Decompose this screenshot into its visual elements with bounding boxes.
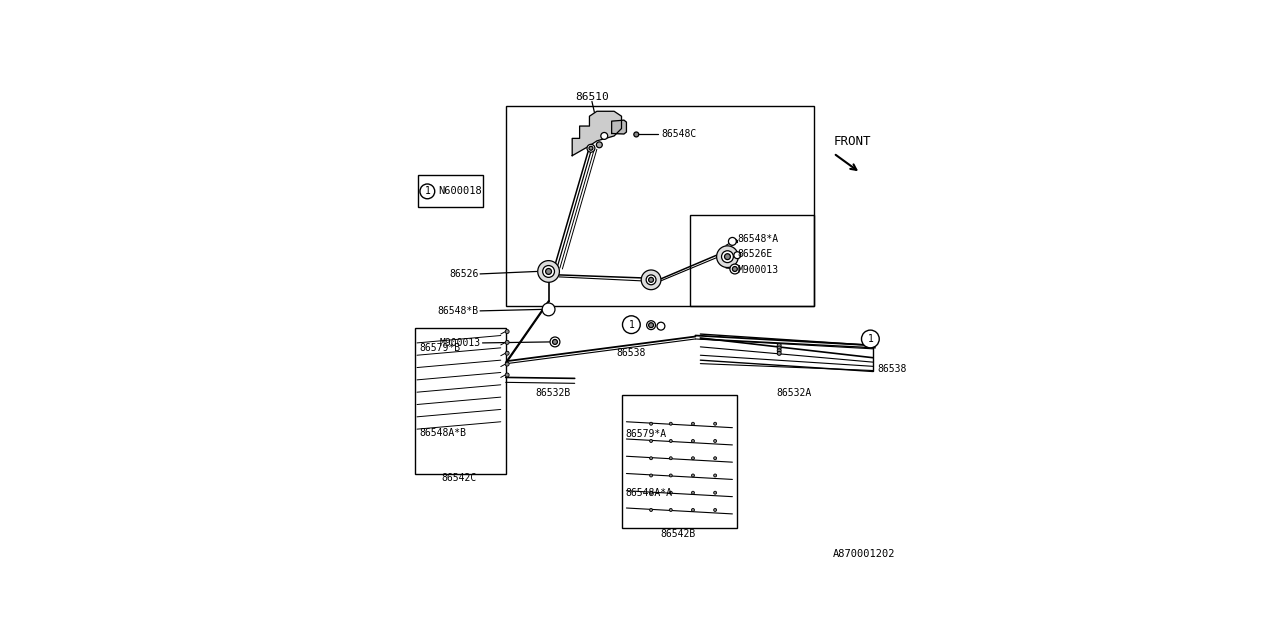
Circle shape	[714, 457, 717, 460]
Circle shape	[600, 132, 608, 140]
Bar	[506, 106, 814, 306]
Text: 1: 1	[425, 186, 430, 196]
Bar	[415, 328, 506, 474]
Circle shape	[420, 184, 435, 199]
Circle shape	[777, 351, 781, 355]
Circle shape	[691, 440, 695, 442]
Circle shape	[691, 492, 695, 494]
Circle shape	[669, 509, 672, 511]
Circle shape	[732, 266, 737, 271]
Circle shape	[506, 362, 509, 366]
Circle shape	[649, 457, 653, 460]
Circle shape	[506, 351, 509, 355]
Text: N600018: N600018	[438, 186, 483, 196]
Circle shape	[506, 373, 509, 377]
Text: 86548*B: 86548*B	[438, 306, 479, 316]
Circle shape	[553, 339, 558, 344]
Circle shape	[722, 251, 733, 262]
Circle shape	[669, 474, 672, 477]
Text: 86538: 86538	[617, 348, 646, 358]
Circle shape	[634, 132, 639, 137]
Circle shape	[777, 346, 781, 350]
Circle shape	[506, 330, 509, 333]
Text: 86542B: 86542B	[660, 529, 696, 539]
Circle shape	[728, 237, 736, 245]
Text: 86510: 86510	[575, 92, 609, 102]
Text: 86526: 86526	[449, 269, 479, 279]
Text: 86542C: 86542C	[442, 474, 476, 483]
Text: 1: 1	[628, 319, 635, 330]
Text: 86548A*A: 86548A*A	[626, 488, 672, 498]
Circle shape	[649, 440, 653, 442]
Circle shape	[714, 440, 717, 442]
Circle shape	[691, 457, 695, 460]
Text: 86548*A: 86548*A	[737, 234, 778, 244]
Text: M900013: M900013	[737, 265, 778, 275]
Text: 86579*A: 86579*A	[626, 429, 667, 439]
Circle shape	[628, 322, 635, 328]
Circle shape	[714, 492, 717, 494]
Circle shape	[646, 321, 655, 330]
Text: 86579*B: 86579*B	[420, 343, 461, 353]
Circle shape	[714, 474, 717, 477]
Circle shape	[714, 422, 717, 425]
Circle shape	[596, 142, 603, 148]
Circle shape	[714, 509, 717, 511]
Polygon shape	[612, 120, 626, 134]
Circle shape	[724, 253, 731, 260]
Circle shape	[669, 422, 672, 425]
Circle shape	[543, 266, 554, 277]
Circle shape	[669, 492, 672, 494]
Circle shape	[641, 270, 660, 290]
Polygon shape	[572, 111, 622, 156]
Circle shape	[649, 277, 654, 282]
Text: 1: 1	[868, 334, 873, 344]
Bar	[419, 175, 483, 207]
Text: 86526E: 86526E	[737, 249, 773, 259]
Circle shape	[649, 422, 653, 425]
Bar	[690, 215, 814, 306]
Text: FRONT: FRONT	[833, 135, 870, 148]
Circle shape	[864, 333, 877, 346]
Circle shape	[733, 252, 741, 259]
Circle shape	[622, 316, 640, 333]
Circle shape	[649, 509, 653, 511]
Circle shape	[550, 337, 559, 347]
Circle shape	[588, 144, 595, 152]
Circle shape	[649, 474, 653, 477]
Circle shape	[777, 349, 781, 353]
Circle shape	[657, 322, 664, 330]
Text: A870001202: A870001202	[832, 548, 895, 559]
Circle shape	[868, 336, 873, 342]
Circle shape	[669, 457, 672, 460]
Circle shape	[538, 260, 559, 282]
Circle shape	[691, 474, 695, 477]
Circle shape	[625, 318, 637, 331]
Circle shape	[717, 246, 739, 268]
Text: 86532A: 86532A	[777, 388, 812, 398]
Circle shape	[649, 323, 654, 328]
Circle shape	[543, 303, 556, 316]
Text: M900013: M900013	[440, 338, 481, 348]
Circle shape	[730, 264, 740, 274]
Circle shape	[691, 422, 695, 425]
Text: 86548C: 86548C	[660, 129, 696, 140]
Circle shape	[861, 330, 879, 348]
Circle shape	[589, 147, 593, 150]
Text: 86532B: 86532B	[535, 388, 570, 398]
Circle shape	[777, 344, 781, 348]
Circle shape	[649, 492, 653, 494]
Bar	[622, 395, 737, 528]
Circle shape	[646, 275, 657, 285]
Circle shape	[691, 509, 695, 511]
Text: 86538: 86538	[878, 364, 908, 374]
Circle shape	[506, 340, 509, 344]
Circle shape	[545, 269, 552, 275]
Text: 86548A*B: 86548A*B	[420, 428, 466, 438]
Circle shape	[669, 440, 672, 442]
